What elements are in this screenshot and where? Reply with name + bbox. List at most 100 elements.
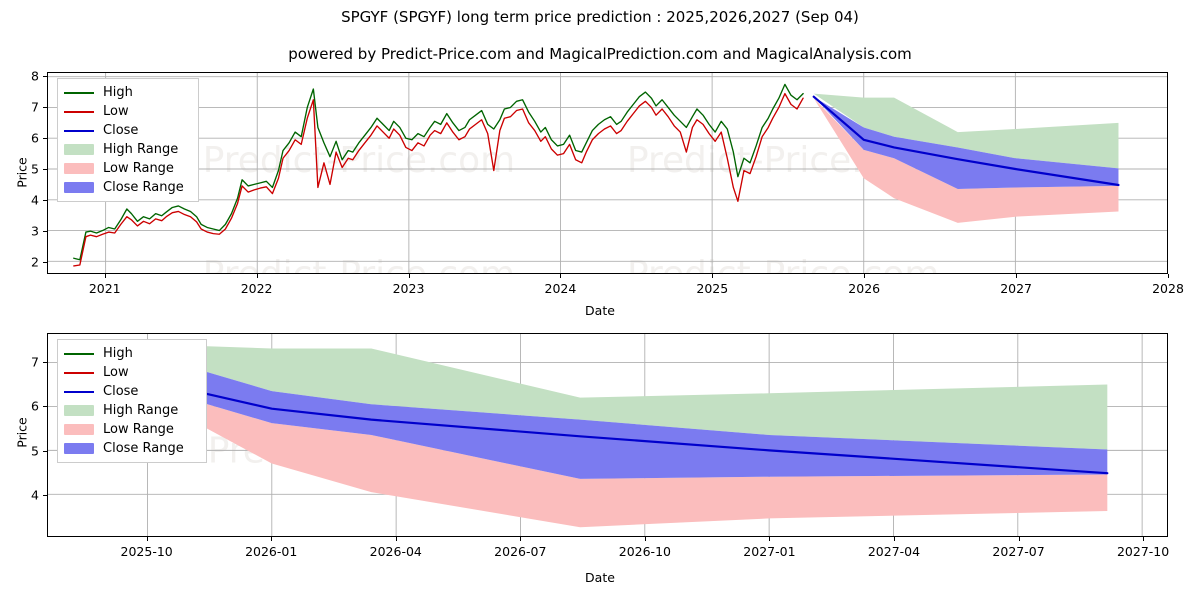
x-tick-mark	[271, 537, 273, 541]
forecast-legend: High Low Close High Range Low Range Close Ran…	[57, 339, 207, 463]
overview-legend-item[interactable]: Close Range	[64, 179, 190, 196]
overview-legend-item[interactable]: High	[64, 84, 190, 101]
x-tick-mark	[1168, 274, 1169, 278]
low-price-line	[73, 92, 804, 267]
legend-patch-swatch	[64, 424, 94, 435]
y-tick-mark	[43, 168, 47, 170]
x-tick-mark	[395, 537, 397, 541]
y-tick-label: 6	[31, 130, 39, 146]
legend-item-label: Low Range	[103, 161, 174, 176]
overview-legend-item[interactable]: Low Range	[64, 160, 190, 177]
y-tick-mark	[43, 106, 47, 108]
x-tick-mark	[712, 274, 714, 278]
y-tick-mark	[43, 75, 47, 77]
x-tick-label: 2023	[392, 281, 425, 296]
y-tick-label: 2	[31, 254, 39, 270]
y-tick-label: 7	[31, 354, 39, 370]
legend-item-label: Low	[103, 104, 129, 119]
x-tick-label: 2025	[696, 281, 729, 296]
x-tick-label: 2026-10	[618, 544, 671, 559]
x-tick-mark	[408, 274, 410, 278]
x-tick-label: 2026	[848, 281, 881, 296]
y-tick-mark	[43, 494, 47, 496]
overview-plot-area: Predict-Price.com Predict-Price.com Predic…	[47, 72, 1168, 274]
y-tick-mark	[43, 262, 47, 264]
forecast-legend-item[interactable]: Close	[64, 383, 198, 400]
legend-patch-swatch	[64, 182, 94, 193]
close-range-band	[107, 342, 1108, 479]
x-tick-mark	[1016, 274, 1018, 278]
x-tick-label: 2028	[1152, 281, 1184, 296]
overview-legend-item[interactable]: High Range	[64, 141, 190, 158]
overview-legend: High Low Close High Range Low Range Close Ran…	[57, 78, 199, 202]
legend-line-swatch	[64, 110, 94, 113]
y-tick-label: 3	[31, 223, 39, 239]
x-tick-label: 2027	[1000, 281, 1032, 296]
forecast-legend-item[interactable]: High Range	[64, 402, 198, 419]
x-tick-mark	[644, 537, 646, 541]
legend-patch-swatch	[64, 405, 94, 416]
legend-line-swatch	[64, 91, 94, 94]
close-forecast-line	[106, 370, 1109, 475]
legend-item-label: Close Range	[103, 441, 184, 456]
x-tick-mark	[560, 274, 562, 278]
y-tick-label: 5	[31, 443, 39, 459]
legend-line-swatch	[64, 352, 94, 355]
forecast-x-axis-label: Date	[585, 570, 615, 585]
legend-item-label: High Range	[103, 142, 179, 157]
y-tick-mark	[43, 361, 47, 363]
x-tick-mark	[864, 274, 866, 278]
x-tick-mark	[256, 274, 258, 278]
high-range-band	[107, 342, 1108, 450]
x-tick-label: 2021	[88, 281, 121, 296]
x-tick-label: 2026-07	[494, 544, 547, 559]
forecast-legend-item[interactable]: Low	[64, 364, 198, 381]
x-tick-mark	[520, 537, 522, 541]
forecast-legend-item[interactable]: Low Range	[64, 421, 198, 438]
legend-line-swatch	[64, 390, 94, 393]
legend-line-swatch	[64, 371, 94, 374]
x-tick-mark	[146, 537, 148, 541]
watermark-text: Predict-Price.com	[203, 254, 515, 273]
y-tick-label: 6	[31, 398, 39, 414]
overview-legend-item[interactable]: Close	[64, 122, 190, 139]
x-tick-mark	[893, 537, 895, 541]
overview-panel: Price Predict-Price.com Predict-Price.com…	[15, 68, 1184, 318]
y-tick-label: 4	[31, 487, 39, 503]
forecast-legend-item[interactable]: Close Range	[64, 440, 198, 457]
forecast-legend-item[interactable]: High	[64, 345, 198, 362]
legend-item-label: Low	[103, 365, 129, 380]
y-tick-mark	[43, 200, 47, 202]
high-price-line	[73, 83, 804, 261]
watermark-text: Predict-Price.com	[627, 254, 939, 273]
x-tick-label: 2025-10	[120, 544, 173, 559]
y-tick-label: 8	[31, 68, 39, 84]
legend-item-label: Close	[103, 123, 139, 138]
y-tick-label: 4	[31, 192, 39, 208]
x-tick-label: 2027-04	[867, 544, 921, 559]
page-title: SPGYF (SPGYF) long term price prediction…	[341, 8, 859, 26]
x-tick-label: 2027-01	[743, 544, 796, 559]
y-tick-mark	[43, 137, 47, 139]
legend-patch-swatch	[64, 144, 94, 155]
watermark-text: Predict-Price.com	[203, 140, 515, 181]
legend-item-label: Close Range	[103, 180, 184, 195]
legend-item-label: Low Range	[103, 422, 174, 437]
x-tick-label: 2026-01	[245, 544, 298, 559]
close-range-band	[813, 96, 1119, 189]
low-range-band	[813, 98, 1119, 223]
y-tick-label: 7	[31, 99, 39, 115]
forecast-detail-panel: Price Predict-Price.comPredict-Price.com…	[0, 320, 1200, 600]
legend-patch-swatch	[64, 163, 94, 174]
overview-x-axis-label: Date	[585, 303, 615, 318]
y-tick-mark	[43, 406, 47, 408]
y-tick-label: 5	[31, 161, 39, 177]
overview-legend-item[interactable]: Low	[64, 103, 190, 120]
legend-patch-swatch	[64, 443, 94, 454]
x-tick-mark	[769, 537, 771, 541]
x-tick-mark	[104, 274, 106, 278]
x-tick-label: 2027-07	[992, 544, 1045, 559]
